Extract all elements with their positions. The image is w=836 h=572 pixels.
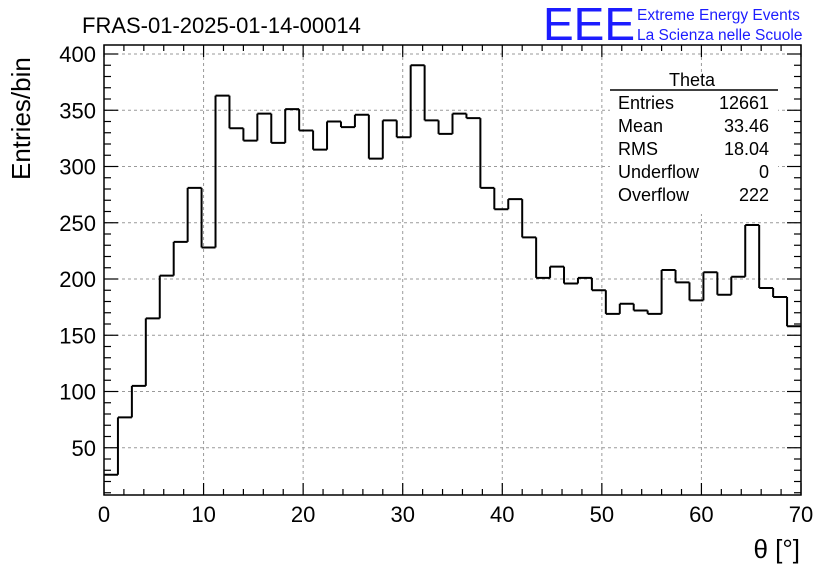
stats-row-label: Overflow xyxy=(618,185,690,205)
stats-box: Theta Entries 12661 Mean 33.46 RMS 18.04 Under… xyxy=(610,70,778,214)
y-tick-label: 250 xyxy=(59,211,96,236)
stats-row-value: 0 xyxy=(759,162,769,182)
stats-row-value: 12661 xyxy=(719,93,769,113)
stats-box-rows: Entries 12661 Mean 33.46 RMS 18.04 Underflow 0 O… xyxy=(618,93,769,205)
stats-row-value: 18.04 xyxy=(724,139,769,159)
y-tick-label: 200 xyxy=(59,267,96,292)
x-tick-label: 40 xyxy=(490,502,514,527)
x-tick-label: 0 xyxy=(98,502,110,527)
stats-row-value: 222 xyxy=(739,185,769,205)
stats-box-background xyxy=(610,72,778,214)
stats-row-label: Mean xyxy=(618,116,663,136)
y-axis-label: Entries/bin xyxy=(6,57,36,180)
y-tick-label: 300 xyxy=(59,155,96,180)
x-tick-label: 70 xyxy=(789,502,813,527)
y-tick-label: 350 xyxy=(59,98,96,123)
grid-lines xyxy=(104,45,801,495)
y-tick-label: 150 xyxy=(59,323,96,348)
x-tick-label: 30 xyxy=(390,502,414,527)
eee-logo-line2: La Scienza nelle Scuole xyxy=(637,27,802,44)
stats-row-label: RMS xyxy=(618,139,658,159)
y-tick-label: 400 xyxy=(59,42,96,67)
x-tick-label: 60 xyxy=(689,502,713,527)
stats-row-value: 33.46 xyxy=(724,116,769,136)
stats-box-title: Theta xyxy=(669,70,716,90)
stats-row-label: Entries xyxy=(618,93,674,113)
tick-labels: 0 10 20 30 40 50 60 70 50 100 150 200 250 300 350 400 xyxy=(59,42,813,527)
eee-logo: EEE Extreme Energy Events La Scienza nel… xyxy=(543,0,802,50)
chart-title: FRAS-01-2025-01-14-00014 xyxy=(82,13,361,38)
y-tick-label: 50 xyxy=(72,436,96,461)
eee-logo-line1: Extreme Energy Events xyxy=(637,7,800,24)
x-tick-label: 20 xyxy=(291,502,315,527)
stats-row-label: Underflow xyxy=(618,162,700,182)
y-tick-label: 100 xyxy=(59,380,96,405)
histogram-line-group xyxy=(104,64,801,476)
axis-ticks xyxy=(103,45,802,495)
x-tick-label: 10 xyxy=(191,502,215,527)
plot-frame xyxy=(103,44,802,496)
x-axis-label: θ [°] xyxy=(753,534,800,564)
eee-logo-letters: EEE xyxy=(543,0,635,50)
x-tick-label: 50 xyxy=(590,502,614,527)
